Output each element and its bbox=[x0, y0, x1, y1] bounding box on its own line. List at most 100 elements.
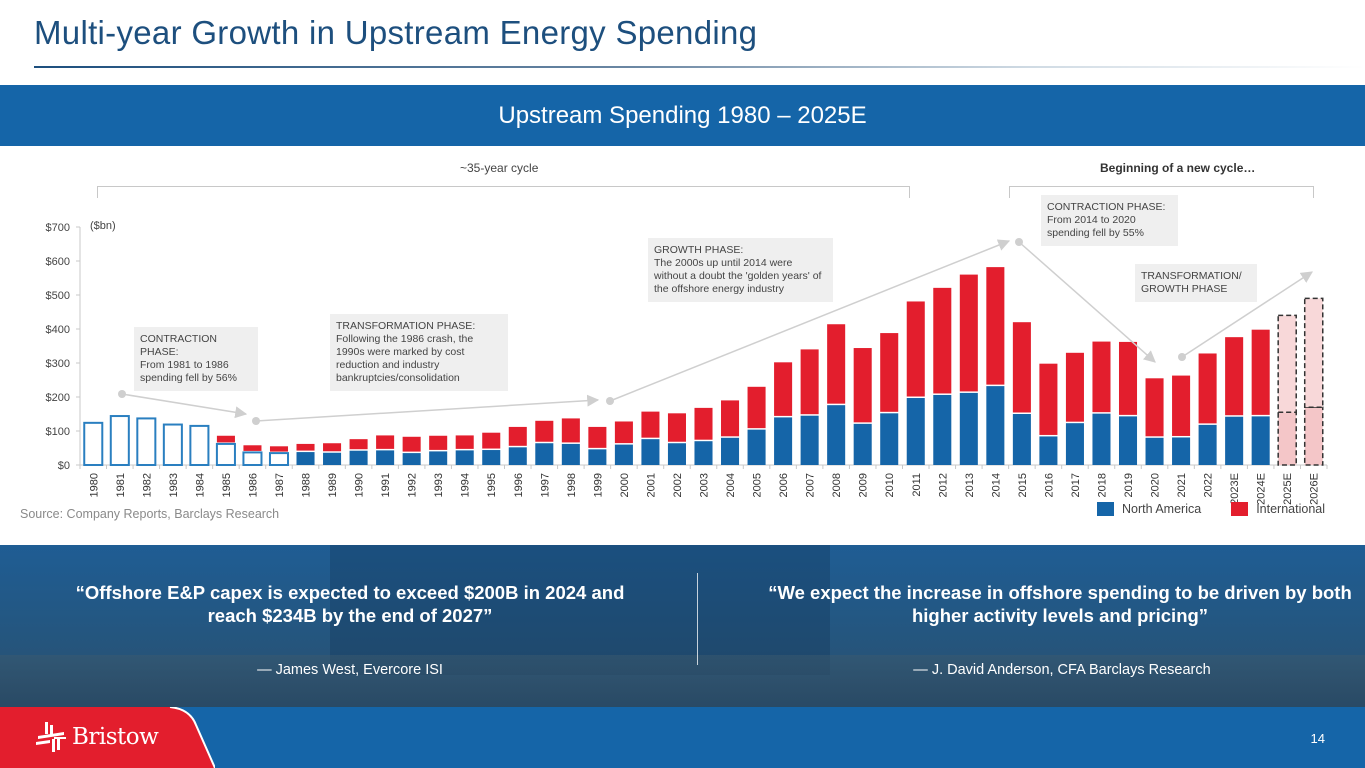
bar-north-america-1987 bbox=[268, 452, 290, 467]
bar-north-america-2023E bbox=[1225, 416, 1244, 465]
bar-international-2025E bbox=[1277, 314, 1297, 414]
x-tick-label: 2005 bbox=[752, 473, 764, 497]
y-tick-label: $700 bbox=[46, 222, 70, 234]
legend-item-international: International bbox=[1231, 502, 1325, 516]
bar-international-2014 bbox=[986, 267, 1005, 385]
y-axis-unit-label: ($bn) bbox=[90, 220, 116, 232]
bar-north-america-1980 bbox=[83, 421, 104, 466]
bar-international-1990 bbox=[349, 439, 368, 450]
phase-arrow-2 bbox=[255, 394, 600, 422]
bar-north-america-2018 bbox=[1092, 413, 1111, 465]
x-tick-label: 1993 bbox=[433, 473, 445, 497]
x-tick-label: 2020 bbox=[1150, 473, 1162, 497]
bar-international-2005 bbox=[747, 386, 766, 429]
x-tick-label: 2003 bbox=[699, 473, 711, 497]
bar-international-1988 bbox=[296, 443, 315, 451]
quote-attribution-evercore: — James West, Evercore ISI bbox=[257, 662, 443, 678]
x-tick-label: 1997 bbox=[539, 473, 551, 497]
bar-north-america-2011 bbox=[906, 398, 925, 465]
x-tick-label: 1982 bbox=[141, 473, 153, 497]
phase-arrow-3 bbox=[609, 239, 1011, 402]
x-tick-label: 1994 bbox=[460, 473, 472, 497]
bracket-35-year-cycle bbox=[97, 186, 910, 198]
bar-north-america-1982 bbox=[136, 417, 157, 467]
bar-north-america-2019 bbox=[1118, 416, 1138, 465]
bar-international-2001 bbox=[641, 411, 660, 438]
phase-arrow-1 bbox=[121, 393, 248, 419]
bar-north-america-2013 bbox=[959, 392, 978, 465]
bar-north-america-2021 bbox=[1172, 437, 1191, 465]
bar-north-america-1999 bbox=[588, 449, 607, 465]
ground-background-image bbox=[0, 655, 1365, 707]
bar-north-america-1981 bbox=[109, 415, 130, 467]
x-tick-label: 2009 bbox=[858, 473, 870, 497]
x-tick-label: 1983 bbox=[168, 473, 180, 497]
bar-international-2008 bbox=[827, 324, 846, 404]
chart-title-banner: Upstream Spending 1980 – 2025E bbox=[0, 85, 1365, 146]
x-tick-label: 2017 bbox=[1070, 473, 1082, 497]
x-tick-label: 1991 bbox=[380, 473, 392, 497]
bar-international-2012 bbox=[933, 287, 952, 394]
x-tick-label: 2002 bbox=[672, 473, 684, 497]
bar-international-2024E bbox=[1251, 329, 1270, 415]
x-tick-label: 1989 bbox=[327, 473, 339, 497]
bar-international-2006 bbox=[774, 362, 793, 416]
page-title: Multi-year Growth in Upstream Energy Spe… bbox=[34, 14, 758, 51]
bar-north-america-2004 bbox=[721, 437, 740, 465]
bar-international-2019 bbox=[1118, 341, 1138, 415]
x-tick-label: 2014 bbox=[990, 473, 1002, 497]
quote-attribution-barclays: — J. David Anderson, CFA Barclays Resear… bbox=[913, 662, 1211, 678]
bar-international-2010 bbox=[880, 333, 899, 412]
bar-international-1997 bbox=[535, 420, 554, 442]
bar-north-america-1992 bbox=[402, 453, 421, 465]
legend-item-north-america: North America bbox=[1097, 502, 1201, 516]
bar-international-2020 bbox=[1145, 378, 1164, 437]
bar-north-america-2016 bbox=[1039, 436, 1058, 465]
bar-international-2023E bbox=[1225, 337, 1244, 416]
bar-north-america-1991 bbox=[376, 450, 395, 465]
bar-international-2021 bbox=[1172, 375, 1191, 436]
x-tick-label: 1980 bbox=[88, 473, 100, 497]
bar-north-america-1986 bbox=[242, 451, 263, 467]
x-tick-label: 1981 bbox=[115, 473, 127, 497]
legend-label-north-america: North America bbox=[1122, 502, 1202, 516]
x-tick-label: 2018 bbox=[1096, 473, 1108, 497]
bar-north-america-1983 bbox=[162, 423, 183, 467]
bar-north-america-2000 bbox=[614, 444, 633, 465]
x-tick-label: 2016 bbox=[1043, 473, 1055, 497]
y-tick-label: $300 bbox=[46, 358, 70, 370]
x-tick-label: 1985 bbox=[221, 473, 233, 497]
quote-evercore: “Offshore E&P capex is expected to excee… bbox=[75, 582, 625, 626]
bar-international-2016 bbox=[1039, 363, 1058, 435]
bar-north-america-2017 bbox=[1065, 423, 1084, 465]
bar-international-2018 bbox=[1092, 341, 1111, 413]
phase-arrow-4 bbox=[1018, 241, 1156, 363]
bar-international-2022 bbox=[1198, 353, 1217, 424]
bar-north-america-2006 bbox=[774, 417, 793, 465]
bar-international-1987 bbox=[269, 446, 289, 452]
x-tick-label: 2006 bbox=[778, 473, 790, 497]
bar-international-2009 bbox=[853, 348, 872, 423]
y-tick-label: $0 bbox=[58, 460, 70, 472]
bar-international-1985 bbox=[216, 435, 235, 443]
y-tick-label: $400 bbox=[46, 324, 70, 336]
x-tick-label: 2024E bbox=[1256, 473, 1268, 505]
bar-north-america-1984 bbox=[189, 424, 210, 466]
legend-swatch-north-america bbox=[1097, 502, 1114, 516]
bar-north-america-2002 bbox=[667, 443, 686, 465]
bar-international-1999 bbox=[588, 426, 607, 448]
bristow-logo-text: Bristow bbox=[72, 724, 159, 750]
legend-swatch-international bbox=[1231, 502, 1249, 516]
bar-north-america-2014 bbox=[986, 386, 1005, 465]
bar-international-1996 bbox=[508, 426, 527, 446]
bar-international-2004 bbox=[721, 400, 740, 437]
x-tick-label: 2001 bbox=[645, 473, 657, 497]
x-tick-label: 2012 bbox=[937, 473, 949, 497]
bar-north-america-2009 bbox=[853, 423, 872, 465]
x-tick-label: 1984 bbox=[194, 473, 206, 497]
cycle-label-35-year: ~35-year cycle bbox=[460, 161, 539, 175]
bar-international-2007 bbox=[800, 349, 819, 415]
spending-chart: $0 $100 $200 $300 $400 $500 $600 $700 ($bn) 1980… bbox=[46, 220, 1328, 505]
quote-barclays: “We expect the increase in offshore spen… bbox=[768, 582, 1352, 626]
